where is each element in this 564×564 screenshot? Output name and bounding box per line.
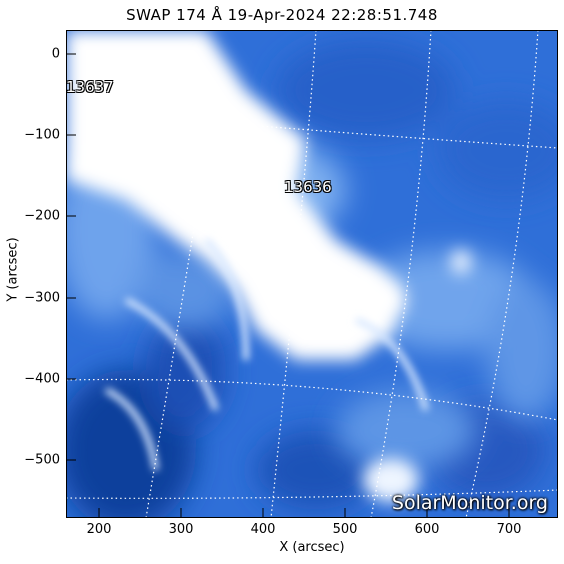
solar-image-plot xyxy=(66,30,558,518)
coordinate-grid xyxy=(66,30,558,518)
x-tick-label: 500 xyxy=(332,522,358,537)
y-axis-label: Y (arcsec) xyxy=(5,237,21,302)
x-tick-label: 700 xyxy=(496,522,522,537)
y-tick-label: −200 xyxy=(24,208,60,224)
solarmonitor-watermark: SolarMonitor.org xyxy=(391,492,548,514)
axis-ticks xyxy=(66,53,510,518)
x-tick-label: 400 xyxy=(250,522,276,537)
active-region-label-13636: 13636 xyxy=(284,178,332,196)
bright-loops xyxy=(104,237,429,471)
plot-frame xyxy=(66,30,558,518)
x-tick-label: 600 xyxy=(414,522,440,537)
bright-active-region xyxy=(66,30,471,502)
y-tick-label: −400 xyxy=(24,371,60,387)
y-tick-label: −300 xyxy=(24,290,60,306)
dark-corona-regions xyxy=(66,40,558,518)
active-region-label-13637: 13637 xyxy=(66,78,114,96)
y-tick-label: 0 xyxy=(51,46,60,62)
x-tick-label: 300 xyxy=(168,522,194,537)
y-tick-label: −500 xyxy=(24,452,60,468)
x-axis-label: X (arcsec) xyxy=(279,540,345,555)
y-tick-label: −100 xyxy=(24,127,60,143)
image-title: SWAP 174 Å 19-Apr-2024 22:28:51.748 xyxy=(126,6,438,24)
x-tick-label: 200 xyxy=(86,522,112,537)
